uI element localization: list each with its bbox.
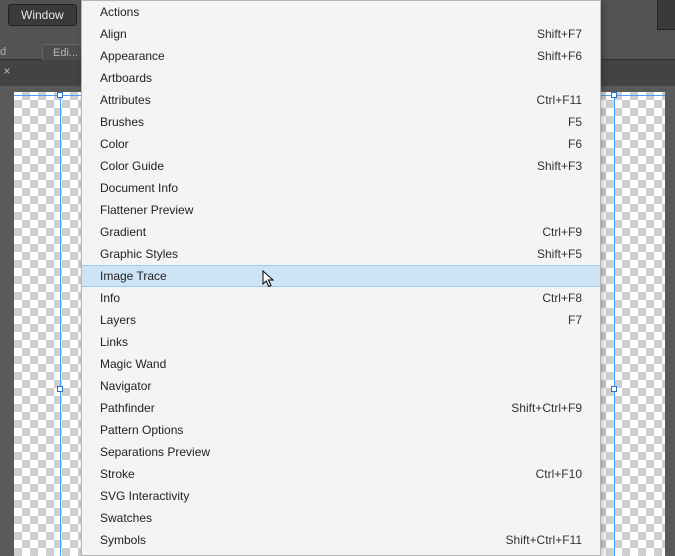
menu-item-info[interactable]: InfoCtrl+F8 bbox=[82, 287, 600, 309]
menu-item-gradient[interactable]: GradientCtrl+F9 bbox=[82, 221, 600, 243]
menu-item-label: Artboards bbox=[100, 71, 582, 85]
menu-item-pathfinder[interactable]: PathfinderShift+Ctrl+F9 bbox=[82, 397, 600, 419]
menu-item-label: Pattern Options bbox=[100, 423, 582, 437]
menu-item-swatches[interactable]: Swatches bbox=[82, 507, 600, 529]
menu-item-shortcut: F5 bbox=[544, 115, 582, 129]
menu-item-separations-preview[interactable]: Separations Preview bbox=[82, 441, 600, 463]
menu-item-label: Appearance bbox=[100, 49, 513, 63]
menu-item-shortcut: Ctrl+F9 bbox=[518, 225, 582, 239]
menu-item-label: Navigator bbox=[100, 379, 582, 393]
menu-item-label: Magic Wand bbox=[100, 357, 582, 371]
selection-handle[interactable] bbox=[57, 92, 63, 98]
right-panel-edge bbox=[657, 0, 675, 30]
menu-item-links[interactable]: Links bbox=[82, 331, 600, 353]
menu-item-color-guide[interactable]: Color GuideShift+F3 bbox=[82, 155, 600, 177]
menu-item-label: Color Guide bbox=[100, 159, 513, 173]
menu-item-label: Flattener Preview bbox=[100, 203, 582, 217]
menu-item-shortcut: Shift+F3 bbox=[513, 159, 582, 173]
menu-item-label: Separations Preview bbox=[100, 445, 582, 459]
selection-edge bbox=[614, 92, 615, 556]
menu-item-symbols[interactable]: SymbolsShift+Ctrl+F11 bbox=[82, 529, 600, 551]
menu-item-magic-wand[interactable]: Magic Wand bbox=[82, 353, 600, 375]
menu-item-transform[interactable]: TransformShift+F8 bbox=[82, 551, 600, 556]
menu-item-document-info[interactable]: Document Info bbox=[82, 177, 600, 199]
menu-item-shortcut: Ctrl+F10 bbox=[512, 467, 582, 481]
menu-item-label: Links bbox=[100, 335, 582, 349]
menu-item-color[interactable]: ColorF6 bbox=[82, 133, 600, 155]
menu-item-label: Stroke bbox=[100, 467, 512, 481]
menu-item-pattern-options[interactable]: Pattern Options bbox=[82, 419, 600, 441]
menu-item-svg-interactivity[interactable]: SVG Interactivity bbox=[82, 485, 600, 507]
window-dropdown-menu: ActionsAlignShift+F7AppearanceShift+F6Ar… bbox=[81, 0, 601, 556]
menu-item-shortcut: Shift+F6 bbox=[513, 49, 582, 63]
menu-item-shortcut: F7 bbox=[544, 313, 582, 327]
truncated-label: d bbox=[0, 46, 6, 58]
menu-item-image-trace[interactable]: Image Trace bbox=[82, 265, 600, 287]
menu-item-label: Layers bbox=[100, 313, 544, 327]
menu-item-label: Gradient bbox=[100, 225, 518, 239]
menu-item-label: Image Trace bbox=[100, 269, 582, 283]
menu-item-align[interactable]: AlignShift+F7 bbox=[82, 23, 600, 45]
menu-item-shortcut: Shift+F7 bbox=[513, 27, 582, 41]
menu-item-actions[interactable]: Actions bbox=[82, 1, 600, 23]
menu-item-artboards[interactable]: Artboards bbox=[82, 67, 600, 89]
menu-item-label: Graphic Styles bbox=[100, 247, 513, 261]
menu-item-label: Pathfinder bbox=[100, 401, 487, 415]
menu-item-label: Actions bbox=[100, 5, 582, 19]
menu-item-label: Color bbox=[100, 137, 544, 151]
menu-item-label: Info bbox=[100, 291, 518, 305]
selection-handle[interactable] bbox=[611, 92, 617, 98]
menu-item-brushes[interactable]: BrushesF5 bbox=[82, 111, 600, 133]
menu-item-flattener-preview[interactable]: Flattener Preview bbox=[82, 199, 600, 221]
menu-item-shortcut: Ctrl+F8 bbox=[518, 291, 582, 305]
selection-handle[interactable] bbox=[611, 386, 617, 392]
menu-item-attributes[interactable]: AttributesCtrl+F11 bbox=[82, 89, 600, 111]
menu-item-label: Brushes bbox=[100, 115, 544, 129]
menu-item-label: Attributes bbox=[100, 93, 513, 107]
menu-item-navigator[interactable]: Navigator bbox=[82, 375, 600, 397]
menu-item-shortcut: Shift+Ctrl+F9 bbox=[487, 401, 582, 415]
menu-item-label: Swatches bbox=[100, 511, 582, 525]
menu-item-label: SVG Interactivity bbox=[100, 489, 582, 503]
menu-item-stroke[interactable]: StrokeCtrl+F10 bbox=[82, 463, 600, 485]
menu-item-shortcut: Shift+Ctrl+F11 bbox=[482, 533, 582, 547]
menu-item-graphic-styles[interactable]: Graphic StylesShift+F5 bbox=[82, 243, 600, 265]
menu-item-appearance[interactable]: AppearanceShift+F6 bbox=[82, 45, 600, 67]
selection-edge bbox=[60, 92, 61, 556]
menu-item-layers[interactable]: LayersF7 bbox=[82, 309, 600, 331]
menu-item-shortcut: Shift+F5 bbox=[513, 247, 582, 261]
close-icon[interactable]: × bbox=[0, 64, 14, 78]
menu-item-label: Document Info bbox=[100, 181, 582, 195]
menu-item-shortcut: Ctrl+F11 bbox=[513, 93, 582, 107]
menu-item-label: Align bbox=[100, 27, 513, 41]
window-menu-button[interactable]: Window bbox=[8, 4, 77, 26]
menu-item-shortcut: F6 bbox=[544, 137, 582, 151]
menu-item-label: Symbols bbox=[100, 533, 482, 547]
selection-handle[interactable] bbox=[57, 386, 63, 392]
